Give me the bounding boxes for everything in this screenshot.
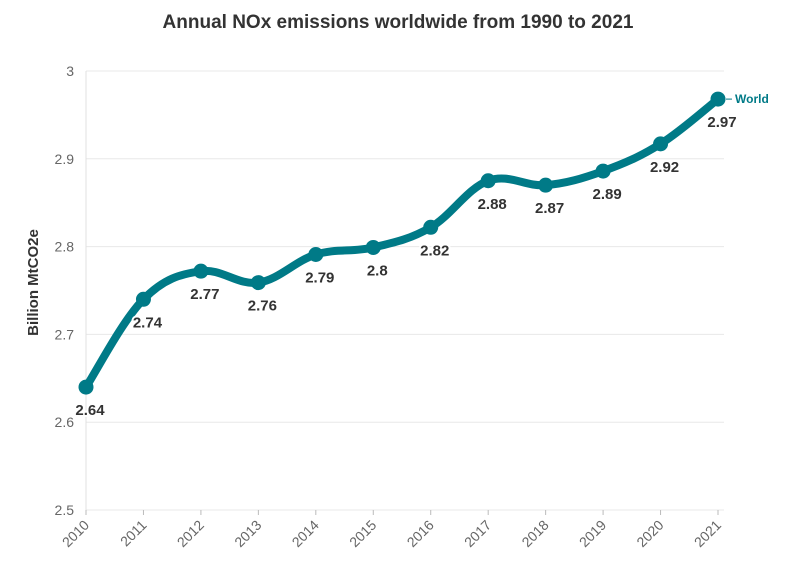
data-point[interactable]: [423, 219, 439, 235]
data-labels: 2.642.642.742.742.772.772.762.762.792.79…: [73, 92, 769, 421]
y-tick-label: 3: [66, 63, 74, 79]
x-tick-label: 2012: [174, 517, 207, 550]
data-label: 2.76: [248, 298, 277, 315]
y-axis-title: Billion MtCO2e: [25, 229, 42, 336]
y-tick-label: 2.7: [55, 326, 75, 342]
data-label: 2.8: [367, 262, 388, 279]
x-tick-label: 2018: [518, 517, 551, 550]
y-tick-label: 2.5: [55, 502, 75, 518]
data-points: [78, 91, 726, 395]
data-label-halo: 2.79: [305, 270, 334, 287]
data-label-halo: 2.92: [650, 159, 679, 176]
data-point[interactable]: [135, 291, 151, 307]
x-tick-label: 2010: [59, 517, 92, 550]
x-tick-label: 2021: [691, 517, 724, 550]
data-point[interactable]: [365, 239, 381, 255]
chart-title: Annual NOx emissions worldwide from 1990…: [162, 12, 634, 33]
data-label: 2.97: [707, 114, 736, 131]
data-label: 2.82: [420, 242, 449, 259]
x-tick-label: 2011: [117, 517, 150, 550]
data-point[interactable]: [308, 247, 324, 263]
data-label-halo: 2.89: [592, 186, 621, 203]
series-lines: [82, 95, 722, 392]
axes: 2.5 2.6 2.7 2.8 2.9 3 2010 2011 2012 2013 2014 2015…: [25, 63, 724, 550]
data-label: 2.77: [190, 286, 219, 303]
y-tick-label: 2.8: [55, 239, 75, 255]
data-point[interactable]: [595, 163, 611, 179]
x-tick-label: 2017: [461, 517, 494, 550]
data-label-halo: 2.76: [248, 298, 277, 315]
data-label-halo: 2.64: [75, 402, 105, 419]
data-label-halo: 2.8: [367, 262, 388, 279]
data-label: 2.79: [305, 270, 334, 287]
series-line-world: [82, 95, 722, 392]
data-label-halo: 2.82: [420, 242, 449, 259]
data-label-halo: 2.97: [707, 114, 736, 131]
series-label: World: [735, 92, 769, 106]
data-point[interactable]: [653, 136, 669, 152]
x-tick-label: 2020: [633, 517, 666, 550]
x-tick-label: 2013: [231, 517, 264, 550]
data-label: 2.89: [592, 186, 621, 203]
x-tick-label: 2016: [404, 517, 437, 550]
x-tick-label: 2019: [576, 517, 609, 550]
data-point[interactable]: [250, 275, 266, 291]
data-point[interactable]: [193, 263, 209, 279]
data-point[interactable]: [78, 379, 94, 395]
data-label: 2.87: [535, 200, 564, 217]
y-tick-label: 2.9: [55, 151, 75, 167]
data-point[interactable]: [480, 173, 496, 189]
gridlines: [86, 70, 724, 511]
data-label-halo: 2.88: [478, 196, 507, 213]
x-tick-label: 2014: [289, 517, 322, 550]
data-label: 2.88: [478, 196, 507, 213]
data-label: 2.64: [75, 402, 105, 419]
data-label: 2.74: [133, 314, 163, 331]
data-label-halo: 2.74: [133, 314, 163, 331]
data-label: 2.92: [650, 159, 679, 176]
data-label-halo: 2.87: [535, 200, 564, 217]
data-point[interactable]: [538, 177, 554, 193]
data-label-halo: 2.77: [190, 286, 219, 303]
y-tick-label: 2.6: [55, 414, 75, 430]
data-point[interactable]: [710, 91, 726, 107]
x-tick-label: 2015: [346, 517, 379, 550]
